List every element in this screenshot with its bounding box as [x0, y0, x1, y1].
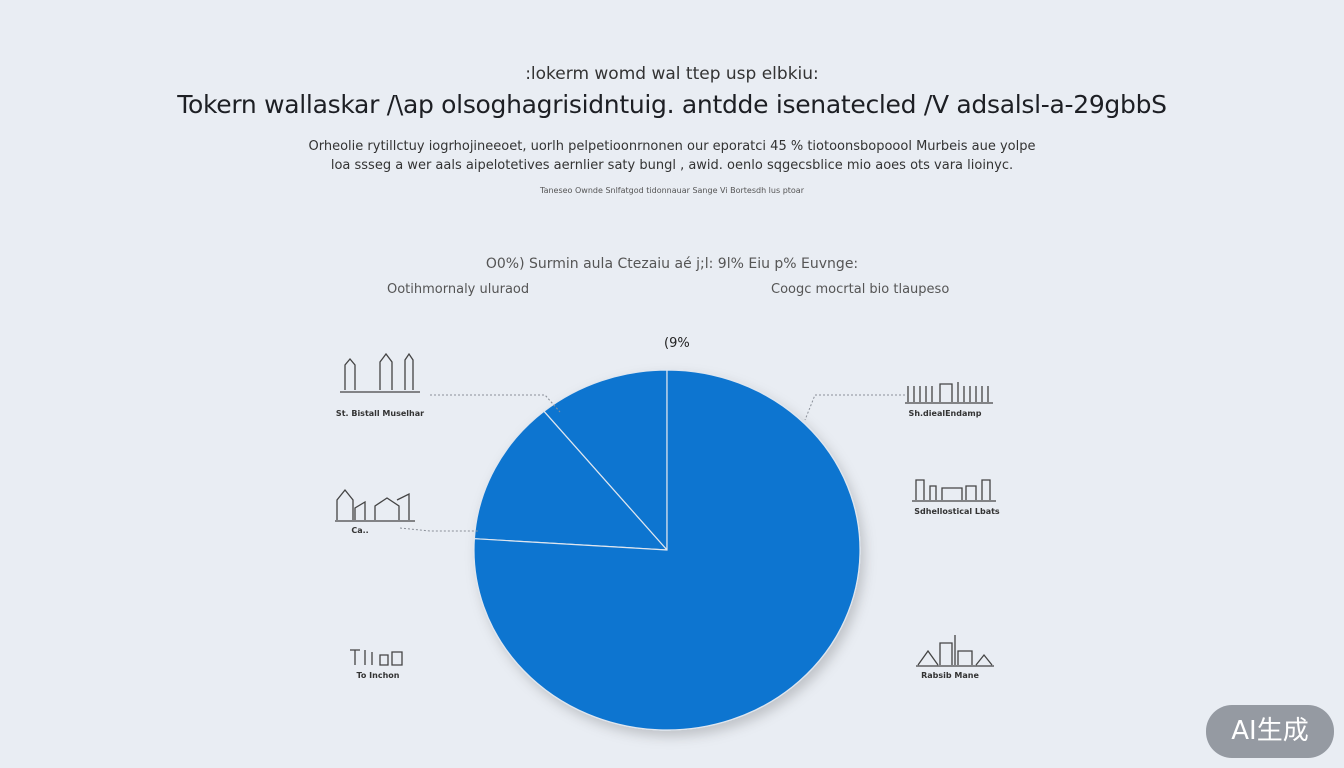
- skyline-icon: [912, 479, 996, 502]
- right-heading: Coogc mocrtal bio tlaupeso: [771, 282, 950, 297]
- annotation-right-2: Sdhellostical Lbats: [914, 507, 1000, 516]
- slice-percent-label: (9%: [664, 336, 690, 351]
- industrial-icon: [916, 635, 994, 667]
- description-line-1: Orheolie rytillctuy iogrhojineeoet, uorl…: [308, 139, 1036, 154]
- annotation-left-1: St. Bistall Muselhar: [335, 409, 425, 418]
- chart-title: O0%) Surmin aula Ctezaiu aé j;l: 9l% Eiu…: [485, 256, 859, 272]
- connector-left-1: [430, 394, 561, 413]
- connector-right-1: [804, 394, 905, 421]
- text-logo-icon: [350, 649, 403, 666]
- pie-slice-3: [473, 369, 861, 731]
- pie-slice-1: [543, 369, 668, 552]
- annotation-right-1: Sh.diealEndamp: [908, 409, 982, 418]
- left-heading: Ootihmornaly uluraod: [387, 282, 530, 297]
- source-note: Taneseo Ownde Snlfatgod tidonnauar Sange…: [540, 186, 804, 195]
- annotation-left-2: Ca..: [351, 526, 369, 535]
- factory-icon: [335, 488, 415, 522]
- annotation-right-3: Rabsib Mane: [921, 671, 979, 680]
- kicker-text: :lokerm womd wal ttep usp elbkiu:: [525, 64, 819, 84]
- page-title: Tokern wallaskar /\ap olsoghagrisidntuig…: [177, 90, 1167, 119]
- fence-building-icon: [905, 382, 993, 404]
- pie-slice-2: [473, 410, 669, 551]
- annotation-left-3: To Inchon: [356, 671, 400, 680]
- description-line-2: loa ssseg a wer aals aipelotetives aernl…: [330, 158, 1014, 173]
- cathedral-icon: [340, 352, 420, 393]
- ai-generated-badge: AI生成: [1206, 705, 1334, 758]
- connector-left-2: [399, 527, 478, 532]
